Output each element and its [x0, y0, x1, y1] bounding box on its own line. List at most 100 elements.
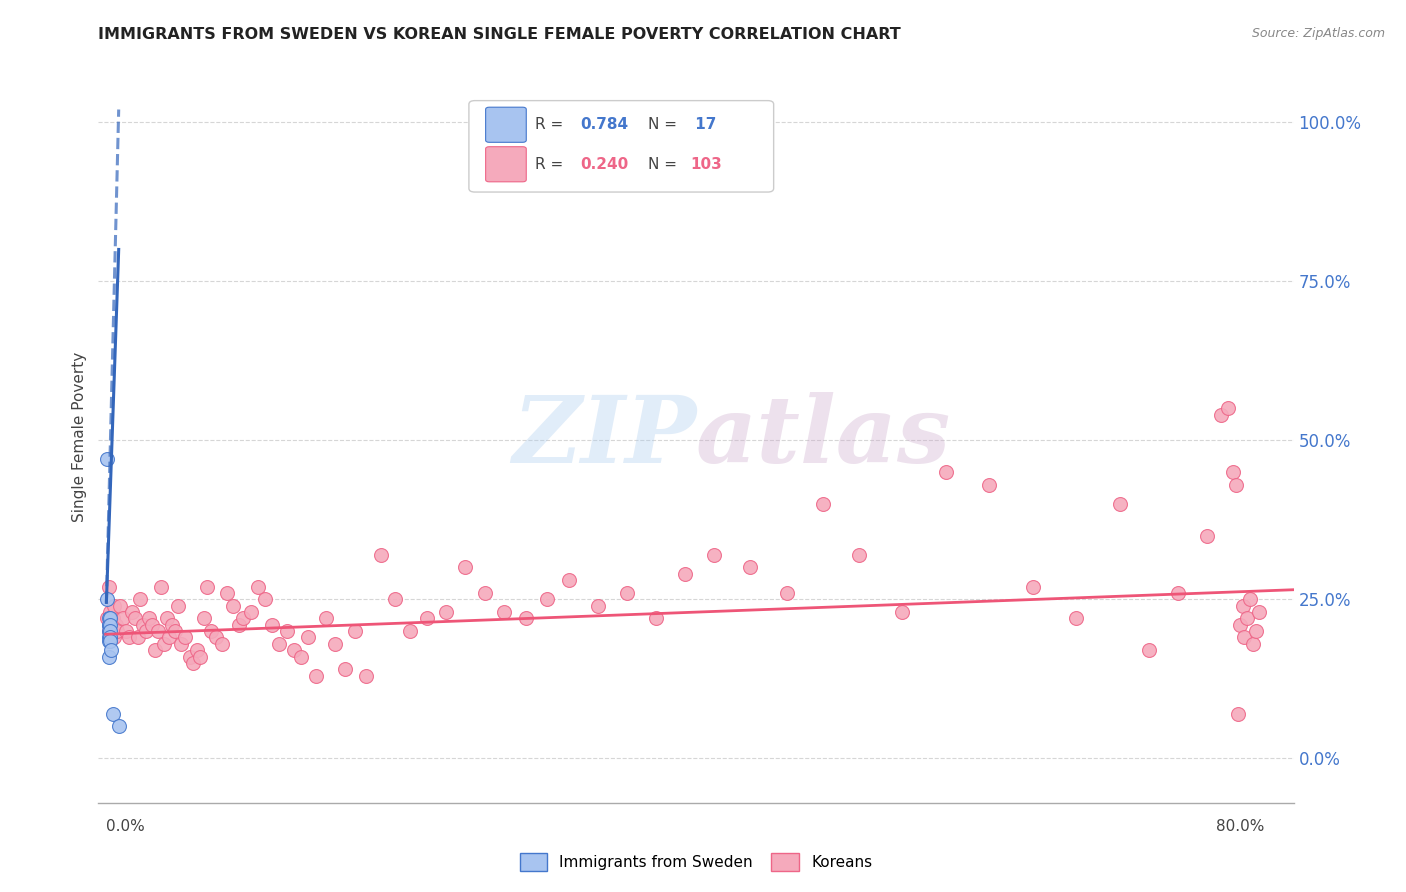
Point	[96, 611, 118, 625]
Point	[239, 605, 262, 619]
Point	[1233, 631, 1256, 645]
Point	[170, 637, 193, 651]
Text: ZIP: ZIP	[512, 392, 696, 482]
Point	[200, 624, 222, 638]
Point	[434, 605, 457, 619]
Point	[297, 631, 319, 645]
Point	[1229, 617, 1251, 632]
Point	[586, 599, 609, 613]
Point	[1239, 592, 1261, 607]
Point	[101, 706, 124, 721]
Text: atlas: atlas	[696, 392, 952, 482]
Point	[132, 617, 155, 632]
Point	[112, 611, 135, 625]
Point	[217, 586, 239, 600]
Point	[105, 624, 128, 638]
Point	[775, 586, 797, 600]
Point	[1232, 599, 1254, 613]
Point	[269, 637, 291, 651]
Point	[97, 580, 120, 594]
Point	[305, 668, 328, 682]
Point	[290, 649, 312, 664]
Point	[283, 643, 305, 657]
Point	[135, 624, 157, 638]
Point	[616, 586, 638, 600]
Point	[97, 633, 120, 648]
Point	[103, 599, 125, 613]
Point	[152, 637, 174, 651]
Point	[121, 605, 143, 619]
Point	[228, 617, 250, 632]
Point	[276, 624, 298, 638]
Text: Source: ZipAtlas.com: Source: ZipAtlas.com	[1251, 27, 1385, 40]
Point	[474, 586, 496, 600]
Point	[155, 611, 177, 625]
Legend: Immigrants from Sweden, Koreans: Immigrants from Sweden, Koreans	[513, 847, 879, 877]
FancyBboxPatch shape	[485, 107, 526, 143]
Point	[416, 611, 439, 625]
Point	[1064, 611, 1087, 625]
Text: N =: N =	[648, 157, 682, 172]
Point	[127, 631, 149, 645]
Point	[703, 548, 725, 562]
Point	[195, 580, 218, 594]
Point	[645, 611, 668, 625]
Point	[157, 631, 180, 645]
Point	[315, 611, 337, 625]
Point	[174, 631, 197, 645]
Point	[96, 452, 118, 467]
Point	[146, 624, 169, 638]
Point	[811, 497, 834, 511]
Point	[1108, 497, 1130, 511]
Point	[124, 611, 146, 625]
Point	[181, 656, 204, 670]
Point	[100, 624, 122, 638]
Point	[115, 624, 138, 638]
Point	[193, 611, 215, 625]
Point	[1225, 477, 1247, 491]
Point	[232, 611, 254, 625]
Point	[179, 649, 201, 664]
Point	[104, 617, 127, 632]
Point	[891, 605, 914, 619]
FancyBboxPatch shape	[485, 146, 526, 182]
Point	[97, 631, 120, 645]
Point	[98, 624, 121, 638]
Point	[98, 617, 121, 632]
Point	[1137, 643, 1160, 657]
Text: 80.0%: 80.0%	[1216, 819, 1264, 834]
Point	[103, 631, 125, 645]
Point	[204, 631, 226, 645]
Point	[935, 465, 957, 479]
Point	[186, 643, 208, 657]
Point	[98, 633, 121, 648]
Y-axis label: Single Female Poverty: Single Female Poverty	[72, 352, 87, 522]
Point	[246, 580, 269, 594]
Text: N =: N =	[648, 117, 682, 132]
Point	[1236, 611, 1258, 625]
Text: 0.0%: 0.0%	[105, 819, 145, 834]
Point	[108, 599, 131, 613]
Point	[97, 624, 120, 638]
Point	[492, 605, 515, 619]
Point	[1195, 529, 1218, 543]
Point	[384, 592, 406, 607]
Text: 17: 17	[690, 117, 717, 132]
Point	[165, 624, 187, 638]
Point	[673, 566, 696, 581]
Text: 0.240: 0.240	[581, 157, 628, 172]
Point	[1209, 408, 1232, 422]
Text: 0.784: 0.784	[581, 117, 628, 132]
Point	[97, 611, 120, 625]
Point	[1167, 586, 1189, 600]
Point	[141, 617, 163, 632]
Point	[1022, 580, 1045, 594]
Point	[98, 631, 121, 645]
Point	[149, 580, 172, 594]
Point	[101, 611, 124, 625]
Point	[740, 560, 762, 574]
Point	[979, 477, 1001, 491]
Point	[1241, 637, 1264, 651]
FancyBboxPatch shape	[470, 101, 773, 192]
Point	[118, 631, 141, 645]
